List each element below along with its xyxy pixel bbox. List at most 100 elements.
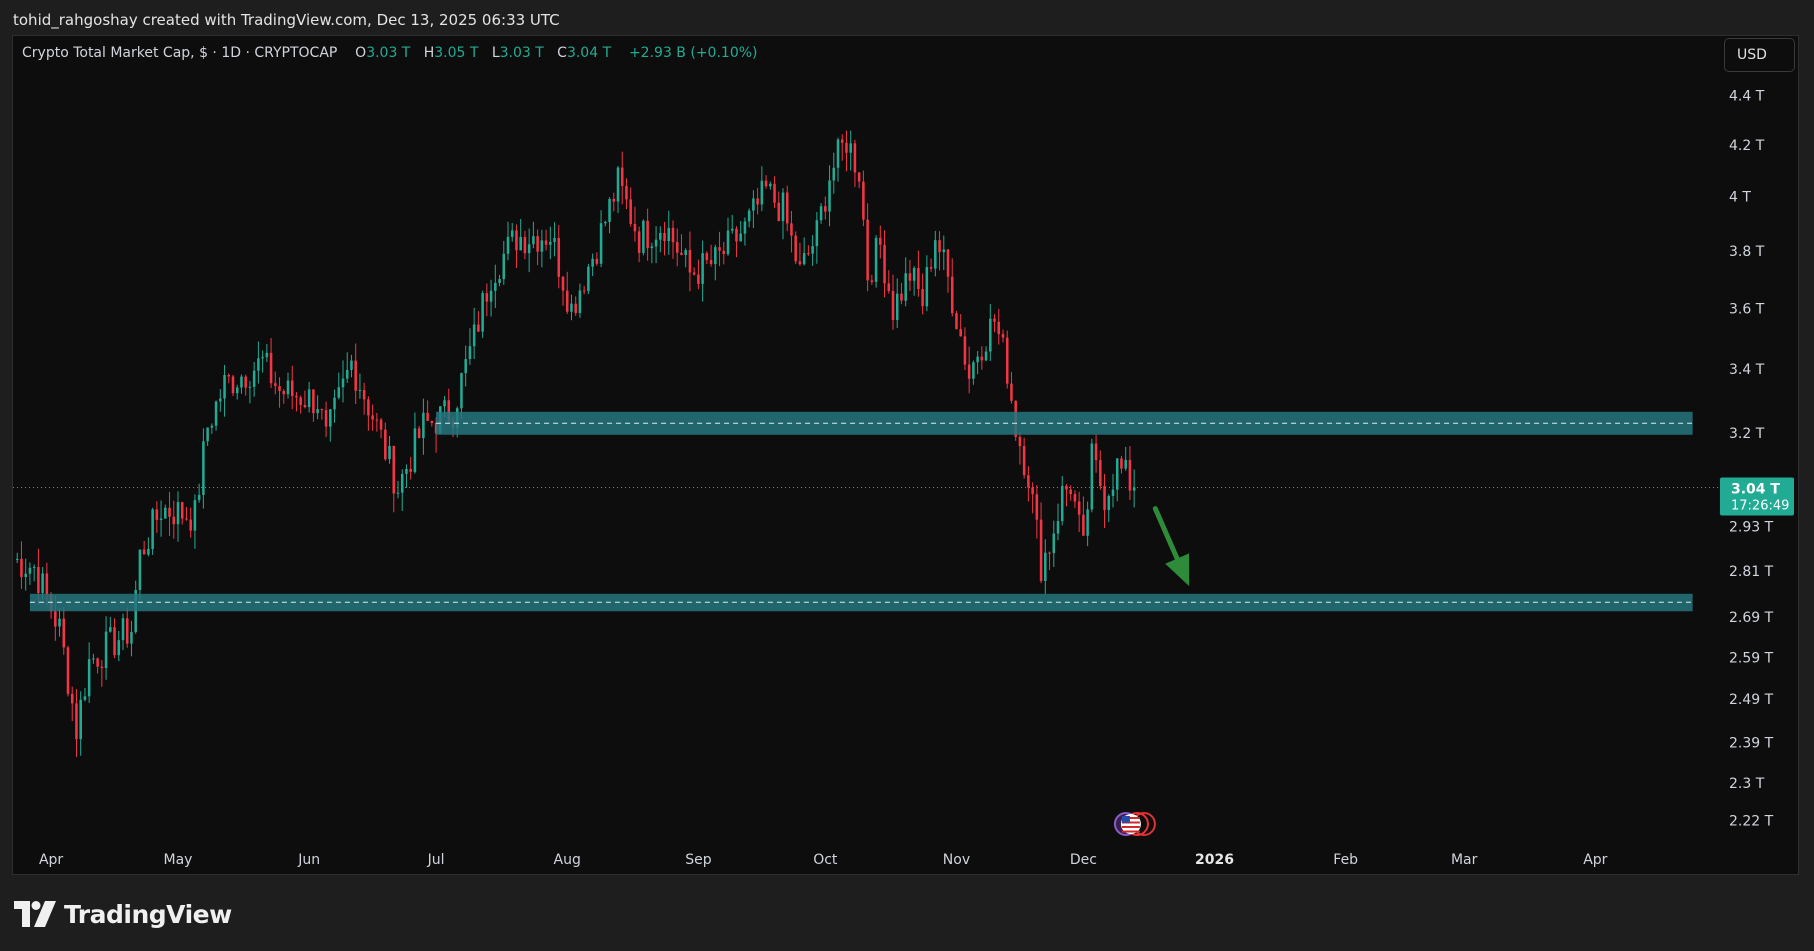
candle-body [257,358,260,371]
candle-body [79,699,82,740]
candle-body [151,509,154,550]
candle-body [1027,475,1030,488]
candle-body [599,223,603,264]
candle-body [549,241,552,245]
candle-body [642,220,645,253]
candle-body [616,167,620,202]
candle-body [845,142,848,153]
candle-body [375,419,379,421]
candle-body [887,283,891,292]
candle-body [1018,436,1022,447]
candle-body [671,227,675,243]
candle-body [1077,501,1081,515]
candle-body [591,258,594,267]
currency-button[interactable]: USD [1724,38,1795,72]
candle-body [862,181,865,220]
candle-body [37,566,40,593]
candle-body [735,228,738,242]
candle-body [210,425,214,428]
candle-body [15,558,19,560]
candle-body [950,276,954,314]
candle-body [790,223,793,236]
candle-body [426,412,429,421]
candle-body [544,240,548,245]
candle-body [130,632,133,644]
candle-body [675,242,679,253]
candle-body [604,221,607,224]
candle-body [739,233,742,242]
forecast-arrow-shaft [1152,506,1180,562]
candle-body [405,468,408,474]
candle-body [684,250,687,256]
candle-body [620,167,624,186]
candle-body [997,321,1001,335]
candle-body [709,259,713,265]
candle-body [172,516,176,525]
candle-body [1115,458,1119,490]
candle-body [967,364,971,379]
tradingview-logo-icon [14,901,56,927]
candle-body [578,290,582,313]
x-tick-label: Feb [1333,852,1358,868]
candle-body [760,180,764,205]
candle-body [1044,552,1047,581]
candle-body [527,244,531,254]
candle-body [625,185,628,200]
candle-body [400,473,404,493]
candle-body [824,206,827,212]
y-tick-label: 4.2 T [1729,138,1765,154]
candle-body [443,400,446,407]
candle-body [629,199,632,224]
candle-body [113,627,116,656]
candle-body [730,228,734,231]
y-tick-label: 3.4 T [1729,362,1765,378]
candle-body [807,253,810,255]
candle-body [1120,458,1123,469]
candle-body [231,376,235,394]
candle-body [802,253,806,265]
x-tick-label: May [164,852,193,868]
candle-body [214,401,218,426]
candle-body [282,391,286,395]
candle-body [1090,443,1094,510]
candle-body [510,230,514,237]
candle-body [506,236,510,254]
candle-body [989,318,992,352]
x-tick-label: Aug [554,852,581,868]
candle-body [1069,489,1072,495]
candle-body [519,236,522,251]
x-tick-label: Sep [685,852,712,868]
us-flag-stripe [1121,817,1140,819]
candle-body [646,220,649,249]
candle-body [942,249,946,253]
y-tick-label: 2.59 T [1729,650,1774,666]
candle-body [840,139,844,143]
candle-body [193,500,197,531]
legend-open-label: O [355,45,367,61]
legend-low-label: L [491,45,500,61]
candle-body [417,428,421,439]
resistance-zone[interactable] [436,411,1693,435]
y-tick-label: 4.4 T [1729,89,1765,105]
chart-panel[interactable] [12,35,1799,875]
candle-body [1060,485,1064,521]
candle-body [1082,514,1085,536]
candle-body [62,618,66,648]
legend-change: +2.93 B (+0.10%) [628,45,758,61]
candle-body [540,240,544,252]
attribution-header: tohid_rahgoshay created with TradingView… [13,11,560,29]
candle-body [142,549,146,555]
candle-body [980,356,984,361]
candle-body [561,276,565,291]
candle-body [819,206,823,221]
candle-body [147,549,150,555]
candle-body [714,247,717,265]
candle-body [747,210,751,222]
candle-body [773,183,776,203]
candle-body [367,399,370,416]
y-tick-label: 2.3 T [1729,776,1765,792]
candle-body [333,397,336,410]
candle-body [959,329,962,337]
x-tick-label: Mar [1451,852,1478,868]
